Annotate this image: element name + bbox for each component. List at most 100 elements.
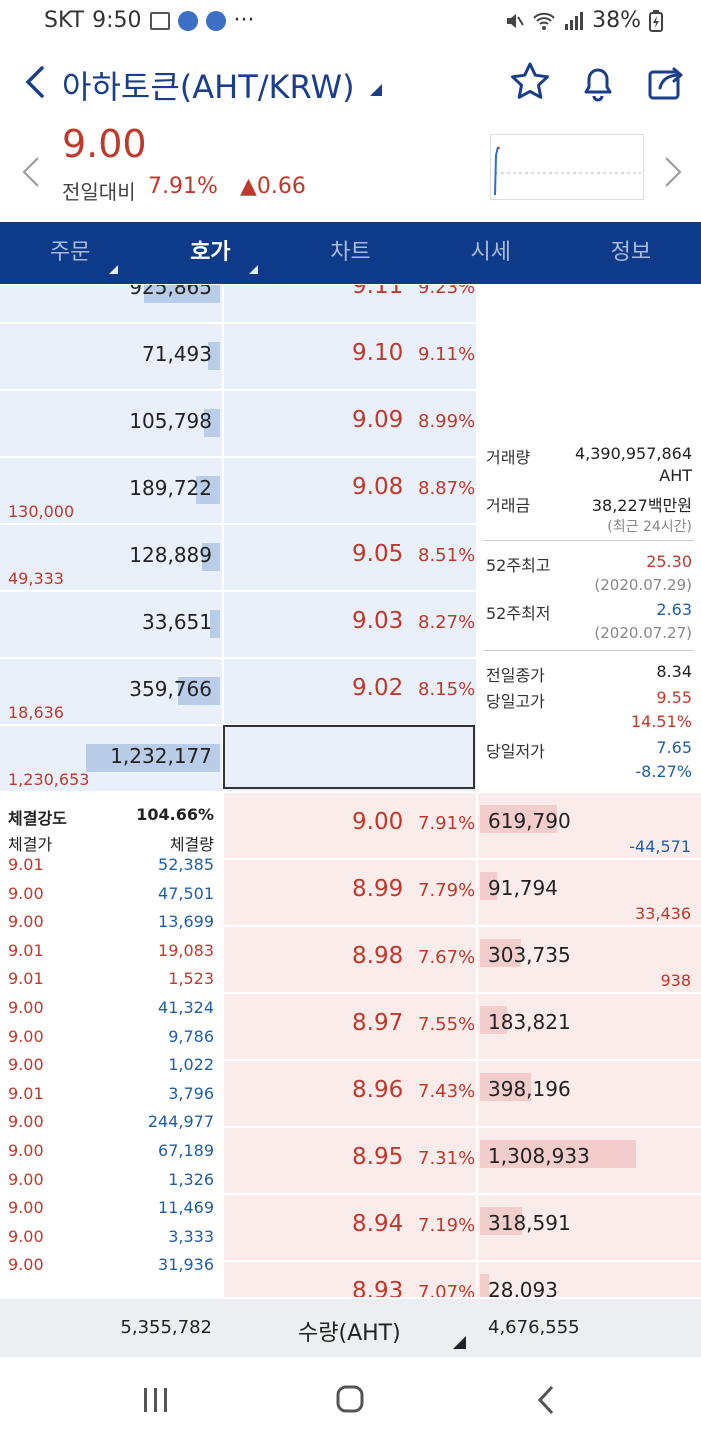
buy-volume-bar <box>480 805 557 833</box>
buy-price-cell[interactable]: 8.96 7.43% <box>224 1061 476 1126</box>
buy-price-pct: 7.19% <box>418 1215 476 1236</box>
tab-market-label: 시세 <box>470 240 511 265</box>
amount-label: 거래금 <box>486 496 531 515</box>
signal-icon <box>565 11 584 30</box>
caret-down-icon[interactable] <box>370 84 382 96</box>
sell-order-row[interactable]: 925,865 9.11 9.23% <box>0 285 701 323</box>
sell-volume-bar <box>202 543 220 571</box>
sell-price-cell[interactable]: 9.05 8.51% <box>224 525 476 590</box>
sell-price-cell[interactable]: 9.11 9.23% <box>224 285 476 322</box>
sell-order-row[interactable]: 33,651 9.03 8.27% <box>0 592 701 658</box>
tab-orderbook[interactable]: 호가 <box>140 222 280 284</box>
tab-order[interactable]: 주문 <box>0 222 140 284</box>
sell-order-row[interactable]: 71,493 9.10 9.11% <box>0 324 701 390</box>
buy-price-cell[interactable]: 8.98 7.67% <box>224 927 476 992</box>
trade-price: 9.01 <box>8 969 44 989</box>
buy-price-pct: 7.67% <box>418 947 476 968</box>
trade-qty: 67,189 <box>158 1141 214 1160</box>
strength-value: 104.66% <box>136 805 214 824</box>
current-price: 9.00 <box>62 122 147 166</box>
back-icon[interactable] <box>18 62 58 102</box>
sell-price-cell[interactable]: 9.09 8.99% <box>224 391 476 456</box>
app-notification-icon <box>205 10 226 31</box>
sell-order-row[interactable]: 105,798 9.09 8.99% <box>0 391 701 457</box>
trade-row: 9.01 1,523 <box>0 969 222 997</box>
sell-qty: 1,232,177 <box>110 744 212 768</box>
buy-order-row[interactable]: 8.99 7.79% 91,794 33,436 <box>0 860 701 926</box>
buy-price-pct: 7.79% <box>418 880 476 901</box>
sell-qty-cell: 189,722 130,000 <box>0 458 222 523</box>
sell-change: 130,000 <box>8 502 75 521</box>
buy-qty-cell: 303,735 938 <box>478 927 701 992</box>
sell-qty-cell: 359,766 18,636 <box>0 659 222 724</box>
back-nav-icon[interactable] <box>528 1382 568 1418</box>
tab-chart[interactable]: 차트 <box>280 222 420 284</box>
sell-price: 9.11 <box>352 285 404 299</box>
carrier: SKT <box>44 8 85 33</box>
star-icon[interactable] <box>508 60 552 104</box>
buy-qty-cell: 183,821 <box>478 994 701 1059</box>
order-book: 925,865 9.11 9.23% 71,493 9.10 9.11% 105… <box>0 285 701 1297</box>
trade-qty: 3,333 <box>168 1226 214 1246</box>
bell-icon[interactable] <box>576 60 620 104</box>
clock: 9:50 <box>92 8 142 33</box>
menu-caret-icon <box>453 1336 466 1349</box>
mini-price-chart[interactable] <box>490 134 644 200</box>
strength-label: 체결강도 <box>8 809 67 828</box>
buy-price-cell[interactable]: 8.97 7.55% <box>224 994 476 1059</box>
trade-price: 9.01 <box>8 1083 44 1103</box>
buy-price: 9.00 <box>352 809 404 835</box>
sell-order-row[interactable]: 128,889 49,333 9.05 8.51% <box>0 525 701 591</box>
tab-info[interactable]: 정보 <box>561 222 701 284</box>
buy-order-row[interactable]: 8.94 7.19% 318,591 <box>0 1195 701 1261</box>
buy-order-row[interactable]: 8.97 7.55% 183,821 <box>0 994 701 1060</box>
buy-price-cell[interactable]: 8.94 7.19% <box>224 1195 476 1260</box>
home-icon[interactable] <box>330 1382 370 1418</box>
sell-total: 5,355,782 <box>120 1317 212 1338</box>
trade-qty: 9,786 <box>168 1026 214 1046</box>
sell-price-cell[interactable]: 9.10 9.11% <box>224 324 476 389</box>
chevron-left-icon[interactable] <box>20 156 42 188</box>
status-bar: SKT 9:50 ··· 38% <box>0 0 701 44</box>
sell-price-cell[interactable]: 9.08 8.87% <box>224 458 476 523</box>
buy-price-cell[interactable]: 8.99 7.79% <box>224 860 476 925</box>
trade-history: 체결강도 104.66% 체결가 체결량 9.01 52,385 9.00 47,… <box>0 793 222 1297</box>
sell-price: 9.02 <box>352 675 404 701</box>
sell-price-cell[interactable]: 9.02 8.15% <box>224 659 476 724</box>
buy-price: 8.97 <box>352 1010 404 1036</box>
page-title[interactable]: 아하토큰(AHT/KRW) <box>62 68 355 106</box>
buy-price-pct: 7.31% <box>418 1148 476 1169</box>
buy-qty-cell: 619,790 -44,571 <box>478 793 701 858</box>
sell-change: 49,333 <box>8 569 64 588</box>
buy-price-pct: 7.55% <box>418 1014 476 1035</box>
share-icon[interactable] <box>644 60 688 104</box>
buy-qty: 91,794 <box>488 876 558 900</box>
buy-price-cell[interactable]: 8.95 7.31% <box>224 1128 476 1193</box>
sell-price-cell[interactable]: 9.03 8.27% <box>224 592 476 657</box>
buy-price-cell[interactable]: 9.00 7.91% <box>224 793 476 858</box>
unit-selector[interactable]: 수량(AHT) <box>224 1299 476 1357</box>
status-left: SKT 9:50 ··· <box>44 8 255 33</box>
sell-order-row[interactable]: 189,722 130,000 9.08 8.87% <box>0 458 701 524</box>
trade-qty: 1,523 <box>168 969 214 989</box>
recent-apps-icon[interactable] <box>136 1382 176 1418</box>
buy-order-row[interactable]: 8.96 7.43% 398,196 <box>0 1061 701 1127</box>
sell-price: 9.05 <box>352 541 404 567</box>
buy-volume-bar <box>480 872 497 900</box>
trade-price: 9.00 <box>8 1169 44 1189</box>
chevron-right-icon[interactable] <box>662 156 684 188</box>
buy-order-row[interactable]: 8.98 7.67% 303,735 938 <box>0 927 701 993</box>
sell-qty-cell: 105,798 <box>0 391 222 456</box>
buy-order-row[interactable]: 9.00 7.91% 619,790 -44,571 <box>0 793 701 859</box>
buy-order-row[interactable]: 8.95 7.31% 1,308,933 <box>0 1128 701 1194</box>
tab-market[interactable]: 시세 <box>421 222 561 284</box>
buy-order-row[interactable]: 8.93 7.07% 28,093 <box>0 1262 701 1297</box>
buy-change: 33,436 <box>635 904 691 923</box>
sell-price: 9.09 <box>352 407 404 433</box>
trade-row: 9.00 13,699 <box>0 912 222 940</box>
day-high-pct: 14.51% <box>630 712 692 731</box>
buy-price-cell[interactable]: 8.93 7.07% <box>224 1262 476 1297</box>
sell-order-row[interactable]: 359,766 18,636 9.02 8.15% <box>0 659 701 725</box>
trade-qty: 31,936 <box>158 1255 214 1275</box>
buy-price: 8.99 <box>352 876 404 902</box>
